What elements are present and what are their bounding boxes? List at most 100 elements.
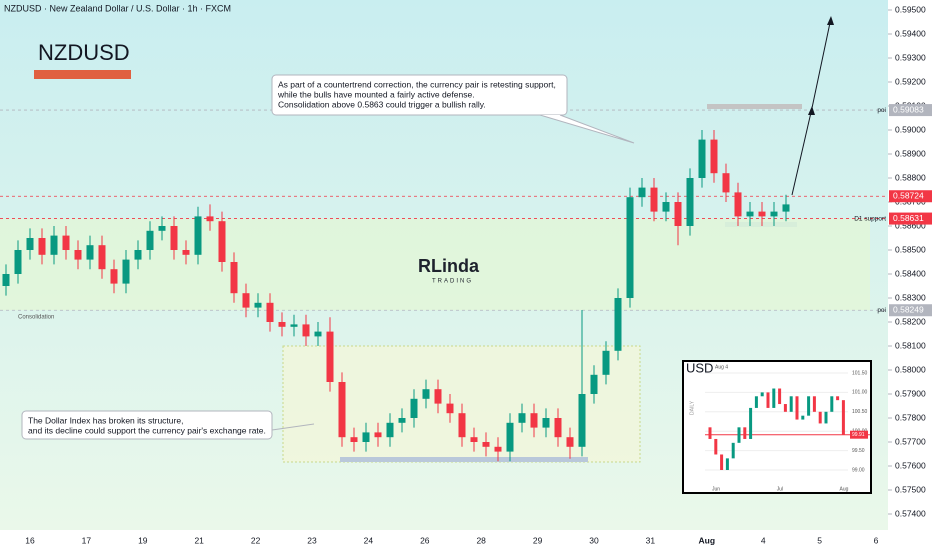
price-badge [889,304,932,317]
y-tick-label: 0.58800 [895,172,926,182]
y-tick-label: 0.59500 [895,4,926,14]
candle-body [530,413,538,428]
callout-pointer [539,114,635,144]
callout-pointer [271,423,315,431]
level-label: poi [877,307,886,314]
x-tick-label: 6 [874,535,879,545]
candle-body [789,396,793,412]
candle-body [725,458,729,470]
inset-y-label: 100.50 [852,409,868,415]
candle-body [386,422,394,438]
candle-body [422,389,430,399]
candle-body [841,400,845,435]
candle-body [650,187,658,212]
x-tick-label: 19 [138,535,148,545]
candle-body [590,374,598,394]
candle-body [206,216,214,222]
time-axis [0,530,888,550]
price-badge [889,104,932,117]
candle-body [638,187,646,198]
candle-body [710,139,718,174]
candle-body [266,302,274,322]
price-badge-label: 0.58724 [893,190,924,200]
candle-body [778,388,782,405]
arrow-head [808,106,815,115]
price-badge [889,212,932,225]
candle-body [62,235,70,250]
candle-body [134,250,142,260]
y-tick-label: 0.58100 [895,340,926,350]
candle-body [518,413,526,423]
inset-x-label: Jul [777,486,783,492]
inset-side-label: DAILY [689,400,695,415]
x-tick-label: 5 [817,535,822,545]
candle-body [362,432,370,442]
inset-x-label: Aug [840,486,849,492]
candle-body [314,331,322,337]
candle-body [302,324,310,337]
candle-body [434,389,442,404]
candle-body [824,411,828,424]
x-tick-label: 26 [420,535,430,545]
x-tick-label: 28 [476,535,486,545]
y-tick-label: 0.57500 [895,484,926,494]
callout [271,74,568,116]
candle-body [749,407,753,439]
price-badge-label: 0.58631 [893,213,924,223]
y-tick-label: 0.58200 [895,316,926,326]
x-tick-label: 30 [589,535,599,545]
candle-body [242,293,250,308]
logo: RLinda [418,256,480,276]
candle-body [818,411,822,424]
y-tick-label: 0.57800 [895,412,926,422]
support-bar [340,457,588,462]
candle-body [708,427,712,439]
candle-body [760,392,764,397]
y-tick-label: 0.59400 [895,28,926,38]
candle-body [482,442,490,447]
candle-body [782,204,790,212]
y-tick-label: 0.59000 [895,124,926,134]
candle-body [290,324,298,327]
level-label: D1 support [854,215,886,222]
inset-frame [682,360,872,494]
candle-body [801,415,805,420]
inset-title: USD [686,360,713,375]
candle-body [662,202,670,212]
x-tick-label: 16 [25,535,35,545]
annotation: Consolidation [18,315,54,321]
candle-body [110,269,118,284]
inset-last-label: 99.91 [852,432,865,438]
candle-body [542,418,550,428]
y-tick-label: 0.57900 [895,388,926,398]
candle-body [772,388,776,408]
candle-body [698,139,706,178]
candle-body [686,178,694,226]
candle-body [218,221,226,262]
candle-body [720,454,724,470]
x-tick-label: 31 [646,535,656,545]
y-tick-label: 0.59200 [895,76,926,86]
y-tick-label: 0.57600 [895,460,926,470]
candle-body [26,238,34,250]
candle-body [38,238,46,255]
y-tick-label: 0.58500 [895,244,926,254]
y-tick-label: 0.58400 [895,268,926,278]
y-tick-label: 0.57400 [895,508,926,518]
level-label: poi [877,107,886,114]
inset-y-label: 99.50 [852,448,865,454]
x-tick-label: 17 [82,535,92,545]
annotation: Consolidation above 0.5863 could trigger… [278,99,486,109]
candle-body [254,302,262,308]
candle-body [830,396,834,412]
candle-body [506,422,514,452]
candle-body [783,404,787,412]
poi-bar [707,104,802,109]
candle-body [836,396,840,401]
price-badge-label: 0.59083 [893,104,924,114]
candle-body [626,197,634,298]
candle-body [754,396,758,408]
candle-body [494,446,502,452]
candle-body [278,322,286,327]
